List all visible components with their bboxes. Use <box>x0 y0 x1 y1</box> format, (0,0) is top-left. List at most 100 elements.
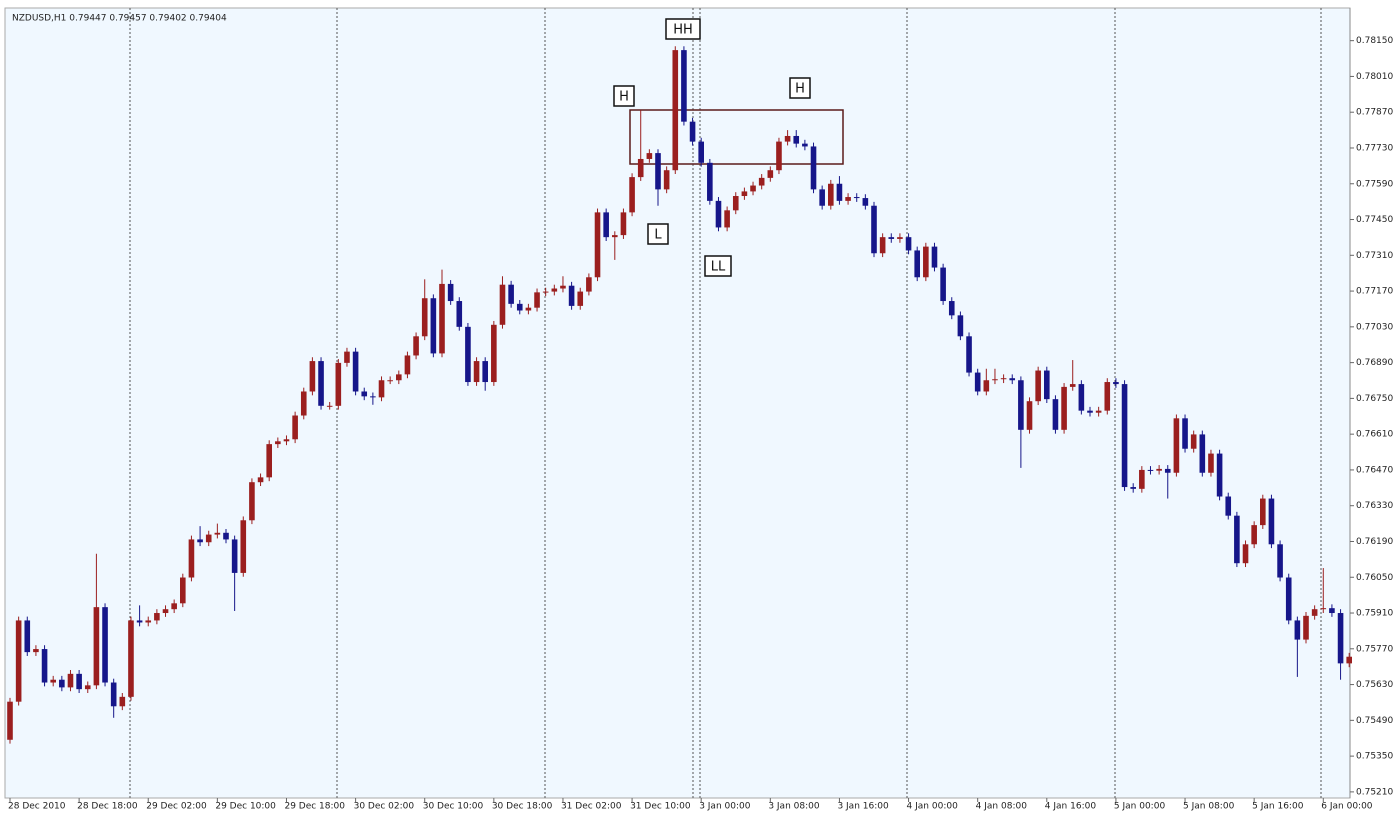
candle-body <box>594 212 601 278</box>
y-tick-label: 0.76190 <box>1356 537 1393 547</box>
candle-body <box>154 613 160 621</box>
candle-body <box>1078 384 1085 411</box>
candle-body <box>7 701 13 740</box>
candle-body <box>447 283 454 302</box>
candle-body <box>249 482 255 521</box>
candle-body <box>1139 469 1145 489</box>
candle-body <box>473 361 480 383</box>
candle-body <box>534 292 540 308</box>
candle-body <box>128 620 134 697</box>
candle-body <box>698 141 704 163</box>
candle-body <box>499 284 506 325</box>
candle-body <box>724 210 730 228</box>
candle-body <box>612 235 618 238</box>
annotation: HH <box>673 23 693 38</box>
candle-body <box>516 303 523 311</box>
candle-body <box>568 285 575 306</box>
candle-body <box>871 205 877 254</box>
candle-body <box>931 246 938 268</box>
x-tick-label: 28 Dec 2010 <box>8 802 66 812</box>
y-tick-label: 0.77730 <box>1356 143 1393 153</box>
candle-body <box>741 191 748 197</box>
candle-body <box>266 444 272 478</box>
candle-body <box>1087 410 1093 413</box>
candle-body <box>344 351 350 363</box>
chart-title: NZDUSD,H1 0.79447 0.79457 0.79402 0.7940… <box>12 14 227 24</box>
x-tick-label: 3 Jan 00:00 <box>699 802 751 812</box>
candle-body <box>525 307 532 311</box>
candle-body <box>586 277 592 292</box>
x-tick-label: 28 Dec 18:00 <box>77 802 138 812</box>
x-tick-label: 31 Dec 10:00 <box>630 802 691 812</box>
candle-body <box>309 361 316 392</box>
candle-body <box>1320 608 1327 610</box>
y-tick-label: 0.76330 <box>1356 501 1393 511</box>
candle-body <box>1113 382 1119 385</box>
candle-body <box>879 237 886 254</box>
candle-body <box>24 620 31 653</box>
y-tick-label: 0.77870 <box>1356 108 1393 118</box>
candle-body <box>275 441 281 445</box>
candle-body <box>257 477 264 483</box>
candle-body <box>1121 384 1128 488</box>
candle-body <box>370 396 376 398</box>
candle-body <box>551 288 558 292</box>
candle-body <box>59 679 65 688</box>
candle-body <box>205 534 212 543</box>
x-tick-label: 4 Jan 00:00 <box>907 802 959 812</box>
x-tick-label: 29 Dec 18:00 <box>284 802 345 812</box>
candle-body <box>180 577 186 604</box>
candle-body <box>33 649 39 653</box>
candle-body <box>102 607 108 683</box>
candle-body <box>707 162 713 201</box>
y-tick-label: 0.76750 <box>1356 394 1393 404</box>
candle-body <box>465 326 471 383</box>
candle-body <box>110 682 117 707</box>
x-tick-label: 6 Jan 00:00 <box>1321 802 1373 812</box>
candle-body <box>1225 496 1232 516</box>
candle-body <box>767 170 774 178</box>
x-tick-label: 5 Jan 00:00 <box>1114 802 1166 812</box>
candle-body <box>620 212 627 236</box>
candle-body <box>957 315 964 337</box>
candle-body <box>689 121 696 142</box>
candle-body <box>1173 418 1180 473</box>
y-tick-label: 0.78010 <box>1356 72 1393 82</box>
annotation-box <box>665 18 701 40</box>
candle-body <box>430 298 437 354</box>
candle-body <box>84 685 91 690</box>
y-tick-label: 0.76470 <box>1356 465 1393 475</box>
candle-body <box>1156 468 1162 471</box>
candle-body <box>672 50 679 171</box>
candle-body <box>413 336 419 356</box>
candle-body <box>974 372 981 392</box>
annotation-box <box>789 77 811 99</box>
x-tick-label: 5 Jan 08:00 <box>1183 802 1235 812</box>
range-box <box>629 109 844 165</box>
candle-body <box>1061 386 1067 430</box>
x-tick-label: 3 Jan 08:00 <box>768 802 820 812</box>
candle-body <box>715 200 722 228</box>
candle-body <box>1268 498 1275 545</box>
candle-body <box>1190 434 1197 449</box>
candle-body <box>732 196 739 211</box>
candle-body <box>983 380 990 392</box>
x-tick-label: 29 Dec 10:00 <box>215 802 276 812</box>
candle-body <box>1294 620 1301 640</box>
annotation-box <box>613 85 635 107</box>
candle-body <box>188 539 195 578</box>
candle-body <box>1208 453 1214 473</box>
candle-body <box>387 380 393 382</box>
candle-body <box>1009 378 1016 381</box>
y-tick-label: 0.75770 <box>1356 644 1393 654</box>
candle-body <box>888 237 895 239</box>
candle-body <box>828 183 834 206</box>
candle-body <box>1216 453 1223 497</box>
candle-body <box>1095 410 1102 413</box>
candle-body <box>240 520 247 573</box>
candle-body <box>897 237 903 239</box>
candle-body <box>810 146 817 190</box>
x-tick-label: 3 Jan 16:00 <box>837 802 889 812</box>
candle-body <box>300 391 307 416</box>
candle-body <box>1199 434 1206 473</box>
